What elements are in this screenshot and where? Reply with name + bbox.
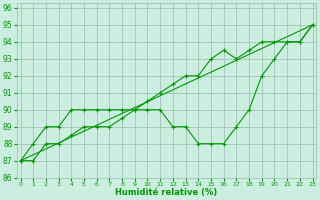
X-axis label: Humidité relative (%): Humidité relative (%) bbox=[116, 188, 218, 197]
